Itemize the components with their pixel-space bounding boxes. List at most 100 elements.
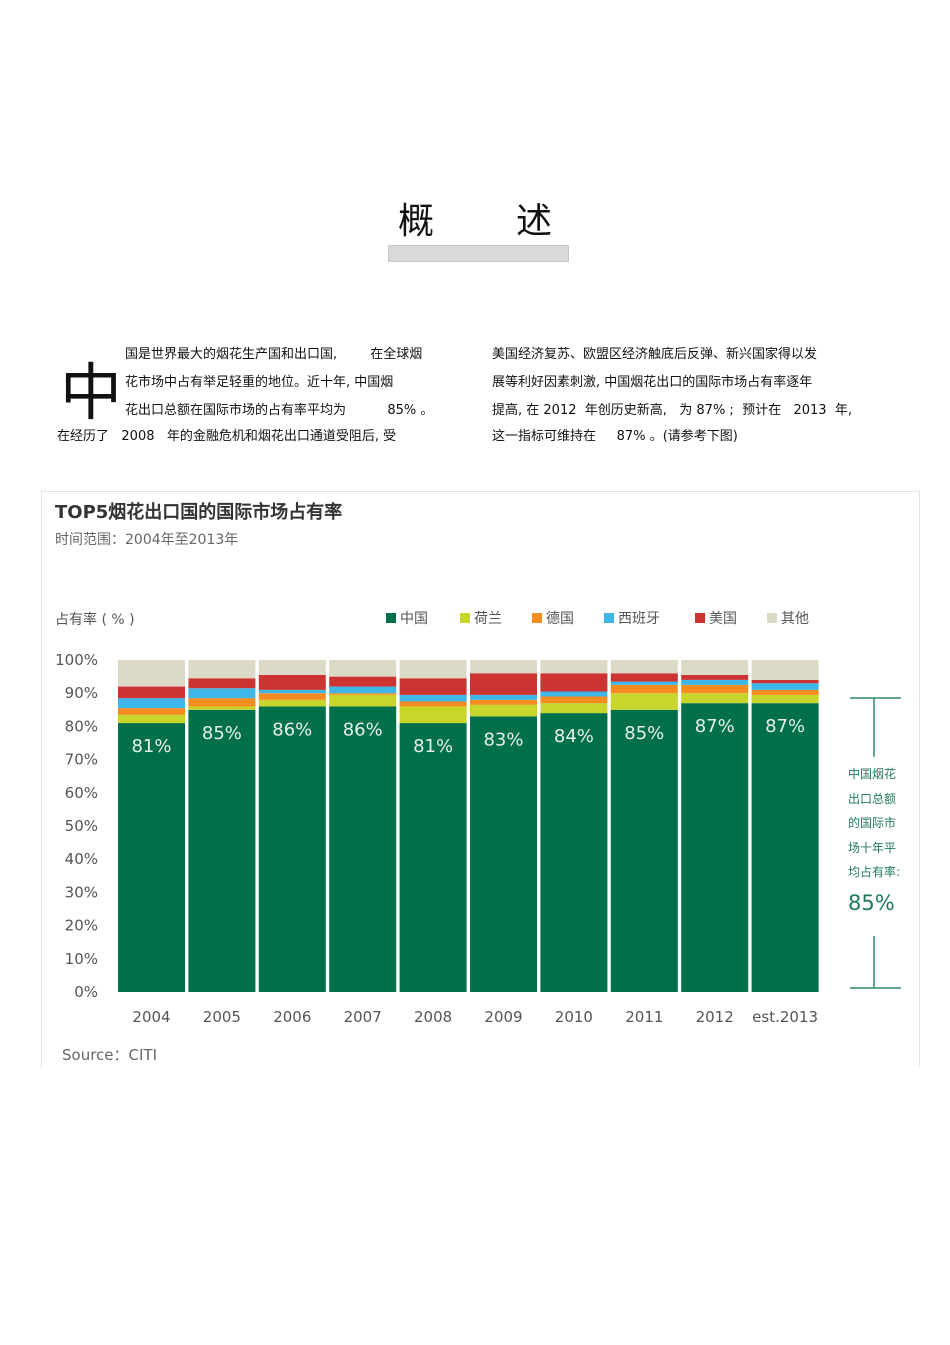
bar-segment-西班牙 bbox=[610, 681, 678, 685]
legend-item: 德国 bbox=[532, 608, 574, 628]
bar-segment-西班牙 bbox=[470, 694, 537, 700]
bar-segment-其他 bbox=[188, 660, 256, 679]
x-tick-label: 2008 bbox=[414, 1008, 452, 1026]
bar-segment-西班牙 bbox=[118, 698, 185, 709]
legend-item: 西班牙 bbox=[604, 608, 660, 628]
x-tick-label: 2010 bbox=[555, 1008, 593, 1026]
annotation-line: 的国际市 bbox=[848, 816, 897, 830]
bar-segment-荷兰 bbox=[258, 699, 326, 707]
intro-line: 美国经济复苏、欧盟区经济触底后反弹、新兴国家得以发 bbox=[492, 347, 818, 362]
bar-segment-中国 bbox=[188, 709, 256, 992]
data-label: 81% bbox=[413, 736, 453, 757]
intro-line: 提高, 在 2012 年创历史新高, 为 87% ; 预计在 2013 年, bbox=[492, 403, 852, 418]
bar-segment-美国 bbox=[540, 673, 608, 692]
y-tick-label: 60% bbox=[65, 784, 98, 802]
heading-char: 概 bbox=[397, 201, 434, 242]
legend-swatch bbox=[604, 613, 614, 623]
intro-line: 国是世界最大的烟花生产国和出口国, 在全球烟 bbox=[125, 347, 423, 362]
legend-item: 美国 bbox=[695, 608, 737, 628]
bar-segment-中国 bbox=[399, 723, 467, 992]
bar-segment-西班牙 bbox=[751, 683, 819, 690]
bar-segment-中国 bbox=[118, 723, 185, 992]
y-tick-label: 50% bbox=[65, 817, 98, 835]
y-tick-label: 90% bbox=[65, 684, 98, 702]
bar-segment-西班牙 bbox=[540, 691, 608, 697]
y-tick-label: 80% bbox=[65, 717, 98, 735]
bar-segment-德国 bbox=[470, 699, 537, 705]
data-label: 86% bbox=[343, 719, 383, 740]
bar-segment-美国 bbox=[681, 674, 749, 680]
bar-segment-西班牙 bbox=[258, 689, 326, 694]
bar-segment-荷兰 bbox=[540, 703, 608, 714]
legend-label: 其他 bbox=[781, 611, 809, 627]
bar-segment-荷兰 bbox=[610, 693, 678, 710]
heading-char: 述 bbox=[516, 201, 553, 242]
legend-label: 荷兰 bbox=[474, 611, 502, 627]
heading-underline-bar bbox=[388, 245, 569, 262]
intro-line: 这一指标可维持在 87% 。(请参考下图) bbox=[492, 429, 738, 444]
bar-segment-美国 bbox=[751, 679, 819, 684]
legend-swatch bbox=[386, 613, 396, 623]
bar-segment-美国 bbox=[118, 686, 185, 699]
bar-segment-其他 bbox=[540, 660, 608, 674]
bar-segment-荷兰 bbox=[329, 694, 397, 707]
x-tick-label: 2011 bbox=[625, 1008, 663, 1026]
bar-segment-中国 bbox=[681, 703, 749, 992]
bar-segment-西班牙 bbox=[188, 688, 256, 699]
bar-segment-其他 bbox=[681, 660, 749, 675]
bar-segment-德国 bbox=[540, 696, 608, 704]
bar-segment-德国 bbox=[118, 708, 185, 715]
x-tick-label: est.2013 bbox=[752, 1008, 818, 1026]
y-tick-label: 30% bbox=[65, 883, 98, 901]
bar-segment-美国 bbox=[258, 674, 326, 690]
bar-segment-美国 bbox=[470, 673, 537, 695]
bar-segment-美国 bbox=[188, 678, 256, 689]
legend-swatch bbox=[532, 613, 542, 623]
y-tick-label: 0% bbox=[74, 983, 98, 1001]
bar-segment-西班牙 bbox=[681, 679, 749, 685]
data-label: 86% bbox=[272, 719, 312, 740]
annotation-line: 出口总额 bbox=[848, 791, 897, 806]
bar-segment-其他 bbox=[399, 660, 467, 679]
bar-segment-德国 bbox=[399, 701, 467, 707]
legend-swatch bbox=[460, 613, 470, 623]
bar-segment-德国 bbox=[751, 689, 819, 695]
drop-cap: 中 bbox=[60, 356, 123, 429]
x-tick-label: 2009 bbox=[484, 1008, 522, 1026]
annotation-value: 85% bbox=[848, 890, 895, 915]
y-tick-label: 10% bbox=[65, 950, 98, 968]
legend-item: 其他 bbox=[767, 608, 809, 628]
bar-segment-美国 bbox=[610, 673, 678, 682]
data-label: 81% bbox=[131, 736, 171, 757]
annotation-line: 场十年平 bbox=[848, 840, 897, 855]
legend-swatch bbox=[695, 613, 705, 623]
intro-line: 展等利好因素刺激, 中国烟花出口的国际市场占有率逐年 bbox=[492, 375, 813, 390]
data-label: 83% bbox=[483, 729, 523, 750]
bar-segment-其他 bbox=[610, 660, 678, 674]
average-annotation: 中国烟花 出口总额 的国际市 场十年平 均占有率: 85% bbox=[848, 762, 910, 915]
legend-swatch bbox=[767, 613, 777, 623]
data-label: 87% bbox=[695, 716, 735, 737]
bar-segment-中国 bbox=[540, 713, 608, 992]
data-label: 85% bbox=[624, 723, 664, 744]
x-tick-label: 2007 bbox=[344, 1008, 382, 1026]
annotation-line: 中国烟花 bbox=[848, 767, 897, 781]
bar-segment-其他 bbox=[258, 660, 326, 675]
stacked-bar-chart: 0% 10% 20% 30% 40% 50% 60% 70% 80% 90% 100% 81% 2004… bbox=[55, 651, 901, 1026]
bar-segment-荷兰 bbox=[470, 704, 537, 717]
data-label: 85% bbox=[202, 723, 242, 744]
bar-segment-西班牙 bbox=[329, 686, 397, 694]
bar-segment-中国 bbox=[329, 706, 397, 992]
legend-label: 西班牙 bbox=[618, 611, 660, 627]
section-heading: 概述 bbox=[0, 192, 950, 244]
y-tick-label: 100% bbox=[55, 651, 98, 669]
bar-segment-荷兰 bbox=[188, 706, 256, 710]
y-axis-label: 占有率 ( % ) bbox=[55, 612, 135, 628]
chart-title: TOP5烟花出口国的国际市场占有率 bbox=[55, 502, 343, 523]
bar-segment-其他 bbox=[329, 660, 397, 677]
chart-subtitle: 时间范围：2004年至2013年 bbox=[55, 532, 239, 548]
bar-segment-其他 bbox=[470, 660, 537, 674]
chart-source: Source：CITI bbox=[62, 1046, 158, 1064]
intro-line: 花市场中占有举足轻重的地位。近十年, 中国烟 bbox=[125, 375, 394, 390]
